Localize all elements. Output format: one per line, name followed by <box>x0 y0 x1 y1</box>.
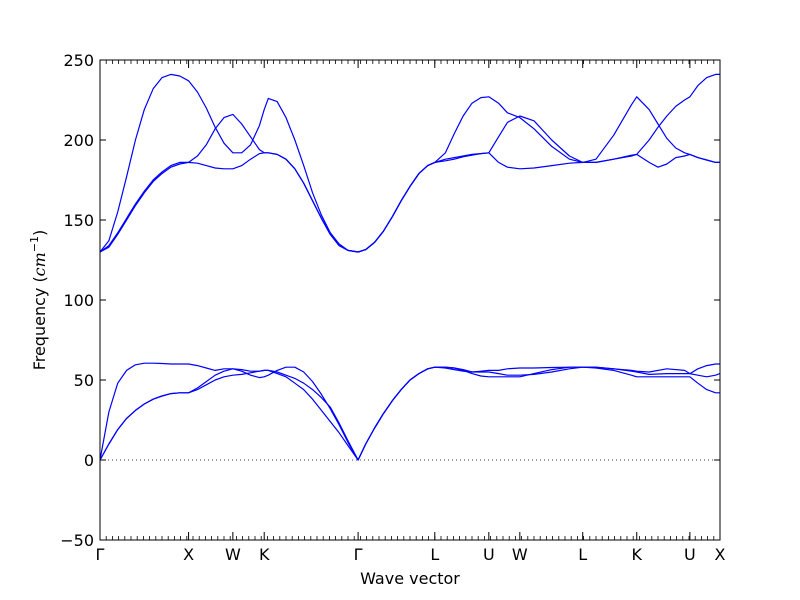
band-line-3 <box>99 362 721 461</box>
y-axis-label-prefix: Frequency ( <box>30 276 49 370</box>
kpoint-label: K <box>631 545 642 564</box>
y-axis-label: Frequency (cm−1) <box>28 230 49 371</box>
y-axis-label-unit-exponent: −1 <box>28 236 41 252</box>
y-axis-label-suffix: ) <box>30 230 49 236</box>
y-tick-label: 0 <box>84 451 94 470</box>
y-axis-label-unit: cm <box>30 252 49 276</box>
y-tick-label: 150 <box>63 211 94 230</box>
y-tick-label: −50 <box>60 531 94 550</box>
kpoint-label: X <box>715 545 726 564</box>
y-tick-label: 50 <box>74 371 94 390</box>
kpoint-label: X <box>183 545 194 564</box>
y-tick-label: 100 <box>63 291 94 310</box>
kpoint-label: U <box>483 545 495 564</box>
kpoint-label: W <box>225 545 241 564</box>
kpoint-label: L <box>430 545 439 564</box>
kpoint-label: Γ <box>96 545 105 564</box>
y-tick-label: 250 <box>63 51 94 70</box>
band-line-6 <box>99 73 720 253</box>
kpoint-label: U <box>684 545 696 564</box>
kpoint-label: W <box>512 545 528 564</box>
plot-frame <box>99 59 721 541</box>
kpoint-label: Γ <box>354 545 363 564</box>
kpoint-label: L <box>578 545 587 564</box>
x-axis-label: Wave vector <box>360 569 460 588</box>
y-tick-label: 200 <box>63 131 94 150</box>
kpoint-label: K <box>259 545 270 564</box>
